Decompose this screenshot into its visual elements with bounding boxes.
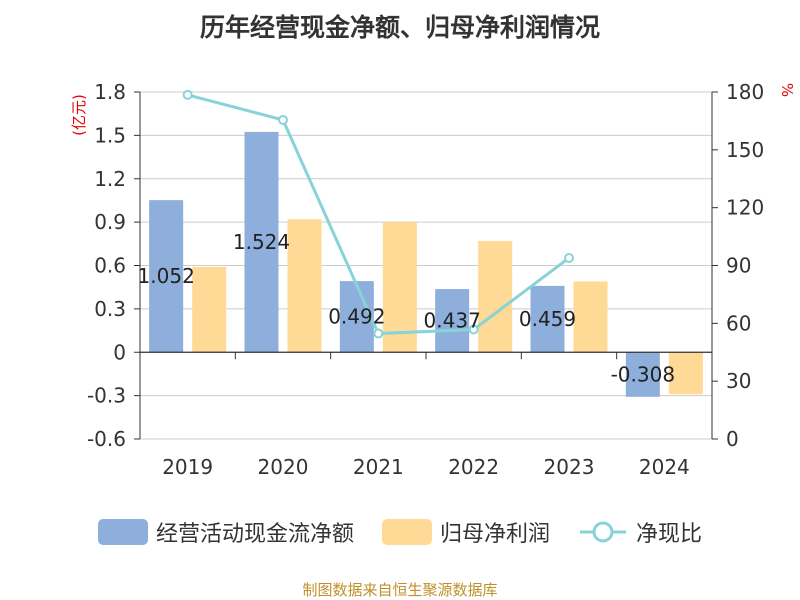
- bar-net-profit: [478, 240, 513, 353]
- x-tick-label: 2019: [162, 455, 213, 479]
- y-right-tick-label: 60: [726, 311, 751, 335]
- bar-net-profit: [573, 281, 608, 353]
- legend-label-net-profit: 归母净利润: [439, 522, 550, 547]
- bar-net-profit: [668, 352, 703, 395]
- chart-title: 历年经营现金净额、归母净利润情况: [199, 13, 600, 42]
- data-label-cash-flow: 0.492: [328, 305, 385, 329]
- label-layer: 1.052 1.524 0.492 0.437 0.459 -0.308: [138, 230, 676, 386]
- y-left-tick-label: 0.9: [94, 210, 126, 234]
- y-left-tick-label: 1.2: [94, 167, 126, 191]
- legend-item-ratio[interactable]: 净现比: [578, 516, 702, 548]
- y-right-tick-label: 90: [726, 254, 751, 278]
- bar-cash-flow: [244, 131, 279, 353]
- axis-layer: 1.8 1.5 1.2 0.9 0.6 0.3 0 -0.3 -0.6 180 150 120 90 60…: [70, 80, 796, 479]
- data-label-cash-flow: 0.459: [519, 307, 576, 331]
- legend-label-cash-flow: 经营活动现金流净额: [155, 522, 354, 547]
- line-layer: [182, 89, 574, 339]
- x-tick-label: 2023: [544, 455, 595, 479]
- y-left-tick-label: 0.6: [94, 254, 126, 278]
- point-ratio: [373, 328, 384, 339]
- bar-cash-flow: [339, 281, 374, 353]
- bar-cash-flow: [530, 285, 565, 353]
- y-left-axis-label: (亿元): [70, 94, 88, 136]
- y-right-tick-label: 30: [726, 369, 751, 393]
- bar-net-profit: [382, 222, 417, 353]
- x-tick-label: 2022: [448, 455, 499, 479]
- y-right-tick-label: 150: [726, 138, 764, 162]
- point-ratio: [468, 324, 479, 335]
- y-left-tick-label: 1.5: [94, 123, 126, 147]
- data-label-cash-flow: 1.052: [138, 264, 195, 288]
- legend-label-ratio: 净现比: [636, 522, 703, 547]
- y-right-tick-label: 0: [726, 427, 739, 451]
- bar-layer: [149, 131, 703, 397]
- y-left-tick-label: 0: [113, 340, 126, 364]
- legend-swatch-net-profit: [381, 519, 432, 545]
- x-tick-label: 2021: [353, 455, 404, 479]
- bar-cash-flow: [435, 289, 470, 353]
- legend-item-cash-flow[interactable]: 经营活动现金流净额: [97, 516, 354, 548]
- bar-cash-flow: [625, 352, 660, 397]
- legend-item-net-profit[interactable]: 归母净利润: [381, 516, 550, 548]
- point-ratio: [278, 114, 288, 125]
- y-left-tick-label: -0.3: [87, 384, 126, 408]
- x-tick-label: 2024: [639, 455, 690, 479]
- legend-swatch-cash-flow: [97, 519, 148, 545]
- data-label-cash-flow: 0.437: [424, 309, 481, 333]
- bar-net-profit: [287, 219, 322, 353]
- bar-net-profit: [192, 266, 227, 353]
- bar-cash-flow: [149, 200, 184, 353]
- y-left-tick-label: 1.8: [94, 80, 126, 104]
- x-tick-label: 2020: [258, 455, 309, 479]
- data-label-cash-flow: 1.524: [233, 230, 290, 254]
- source-note: 制图数据来自恒生聚源数据库: [302, 581, 498, 599]
- y-left-tick-label: 0.3: [94, 297, 126, 321]
- y-right-axis-label: %: [778, 83, 796, 97]
- point-ratio: [182, 89, 193, 100]
- y-left-tick-label: -0.6: [87, 427, 126, 451]
- y-right-tick-label: 180: [726, 80, 764, 104]
- point-ratio: [564, 252, 574, 263]
- legend: 经营活动现金流净额 归母净利润 净现比: [0, 516, 800, 548]
- y-right-tick-label: 120: [726, 196, 764, 220]
- legend-line-icon: [580, 521, 626, 543]
- data-label-cash-flow: -0.308: [611, 363, 675, 387]
